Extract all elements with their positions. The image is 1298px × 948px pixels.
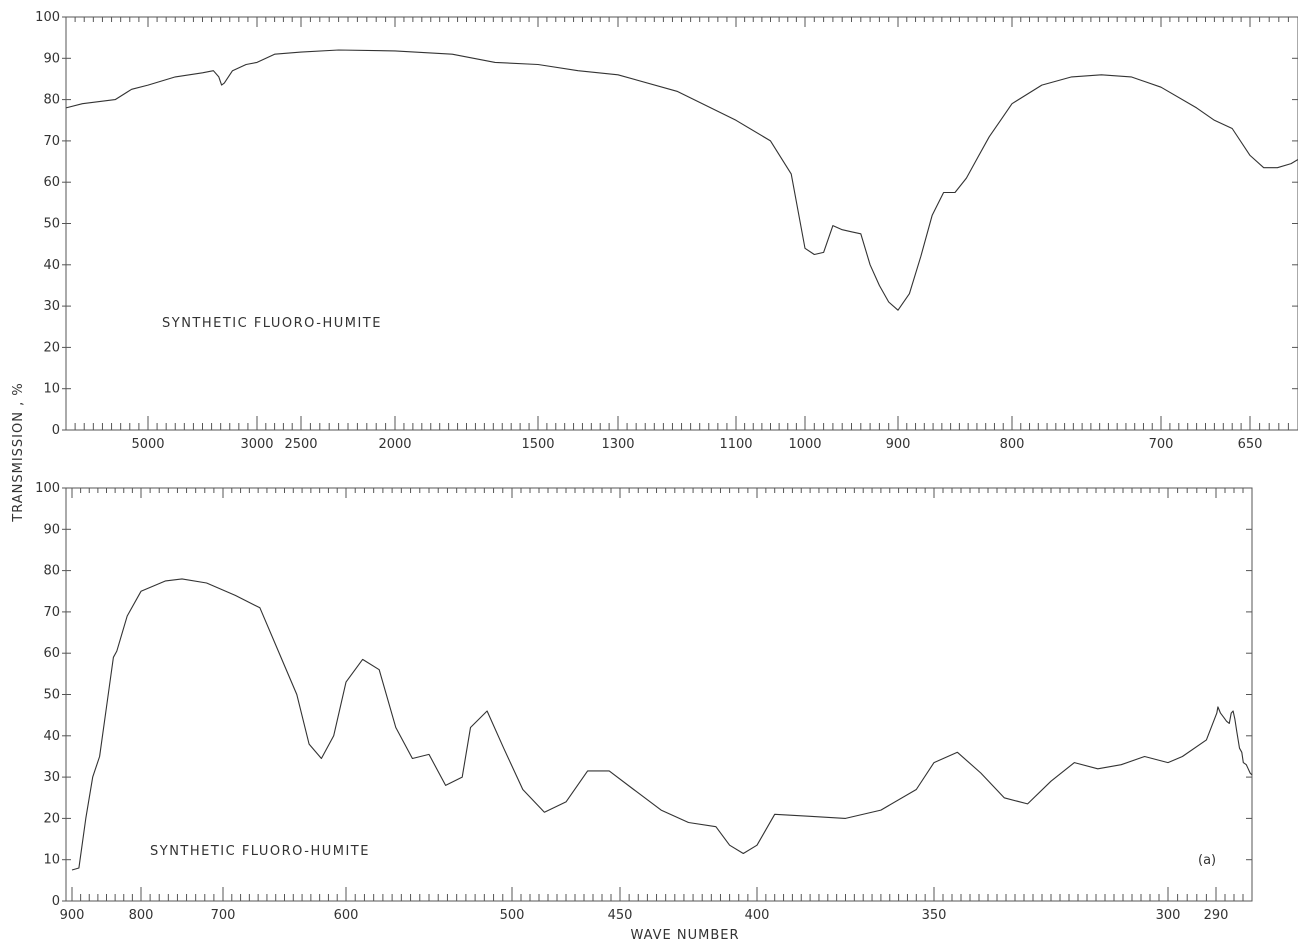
top-x-tick-label: 1300	[601, 437, 634, 452]
bottom-y-tick-label: 80	[43, 564, 60, 579]
top-x-tick-label: 5000	[131, 437, 164, 452]
y-axis-title: TRANSMISSION , %	[11, 382, 26, 522]
top-x-tick-label: 1100	[719, 437, 752, 452]
top-y-tick-label: 100	[35, 10, 60, 25]
top-x-tick-label: 800	[1000, 437, 1025, 452]
bottom-panel: 0 10 20 30 40 50 60 70 80 90 100 900 800 700 600 500 45…	[35, 481, 1253, 923]
top-x-tick-label: 700	[1149, 437, 1174, 452]
bottom-x-tick-label: 400	[745, 908, 770, 923]
top-x-tick-label: 1500	[521, 437, 554, 452]
top-plot-frame	[65, 16, 1298, 431]
top-x-tick-label: 3000	[240, 437, 273, 452]
top-x-tick-label: 1000	[788, 437, 821, 452]
top-x-tick-label: 2000	[378, 437, 411, 452]
top-panel: 0 10 20 30 40 50 60 70 80 90 100 5000 3000 2500 2000 1…	[35, 10, 1298, 452]
top-x-tick-label: 650	[1238, 437, 1263, 452]
bottom-x-tick-label: 450	[608, 908, 633, 923]
top-y-tick-label: 10	[43, 382, 60, 397]
top-y-tick-label: 30	[43, 299, 60, 314]
top-y-tick-label: 70	[43, 134, 60, 149]
bottom-y-tick-label: 30	[43, 770, 60, 785]
bottom-x-tick-label: 290	[1204, 908, 1229, 923]
bottom-y-tick-label: 100	[35, 481, 60, 496]
bottom-y-tick-label: 90	[43, 522, 60, 537]
top-y-tick-label: 0	[52, 423, 60, 438]
top-x-tick-label: 2500	[284, 437, 317, 452]
bottom-y-tick-label: 20	[43, 811, 60, 826]
bottom-x-tick-label: 600	[334, 908, 359, 923]
bottom-x-tick-label: 900	[60, 908, 85, 923]
top-y-tick-label: 50	[43, 217, 60, 232]
bottom-y-tick-label: 0	[52, 894, 60, 909]
panel-label: (a)	[1198, 853, 1216, 868]
top-y-tick-label: 90	[43, 51, 60, 66]
bottom-y-tick-label: 10	[43, 853, 60, 868]
bottom-x-tick-label: 350	[922, 908, 947, 923]
bottom-plot-frame	[65, 487, 1253, 902]
bottom-y-tick-label: 60	[43, 646, 60, 661]
bottom-spectrum-trace	[71, 578, 1253, 871]
bottom-y-tick-label: 40	[43, 729, 60, 744]
top-y-tick-label: 80	[43, 93, 60, 108]
bottom-x-tick-label: 800	[129, 908, 154, 923]
top-spectrum-trace	[65, 49, 1298, 311]
top-x-tick-label: 900	[886, 437, 911, 452]
top-sample-label: SYNTHETIC FLUORO-HUMITE	[162, 316, 382, 331]
bottom-y-tick-label: 70	[43, 605, 60, 620]
x-axis-title: WAVE NUMBER	[630, 928, 739, 943]
bottom-x-tick-label: 300	[1156, 908, 1181, 923]
top-y-tick-label: 40	[43, 258, 60, 273]
bottom-sample-label: SYNTHETIC FLUORO-HUMITE	[150, 844, 370, 859]
top-y-tick-label: 20	[43, 340, 60, 355]
bottom-y-tick-label: 50	[43, 688, 60, 703]
top-y-tick-label: 60	[43, 175, 60, 190]
bottom-x-tick-label: 500	[500, 908, 525, 923]
bottom-x-tick-label: 700	[211, 908, 236, 923]
